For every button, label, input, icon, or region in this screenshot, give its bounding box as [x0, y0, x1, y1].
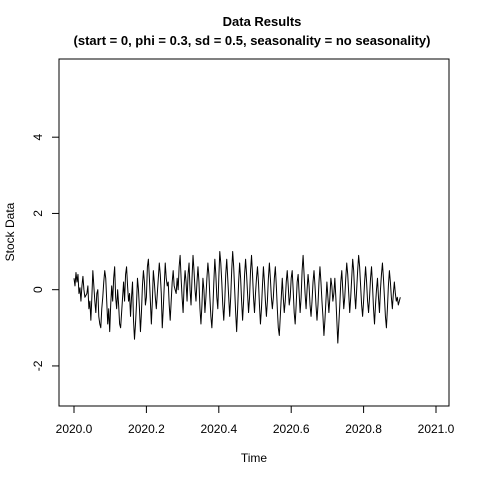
x-tick-label: 2020.8	[345, 422, 382, 436]
y-axis: -2 0 2 4	[31, 134, 60, 371]
y-axis-label: Stock Data	[3, 202, 17, 261]
y-tick-label: -2	[31, 360, 45, 371]
x-tick-label: 2020.4	[200, 422, 237, 436]
chart-title: Data Results	[223, 14, 302, 29]
plot-box	[58, 58, 450, 407]
x-tick-label: 2020.2	[128, 422, 165, 436]
chart-subtitle: (start = 0, phi = 0.3, sd = 0.5, seasona…	[74, 33, 431, 48]
series-line	[73, 251, 401, 344]
x-tick-label: 2021.0	[418, 422, 455, 436]
y-tick-label: 4	[31, 134, 45, 141]
x-axis: 2020.0 2020.2 2020.4 2020.6 2020.8 2021.0	[56, 405, 455, 436]
x-tick-label: 2020.6	[273, 422, 310, 436]
x-tick-label: 2020.0	[56, 422, 93, 436]
y-tick-label: 2	[31, 210, 45, 217]
y-tick-label: 0	[31, 286, 45, 293]
x-axis-label: Time	[241, 451, 268, 465]
